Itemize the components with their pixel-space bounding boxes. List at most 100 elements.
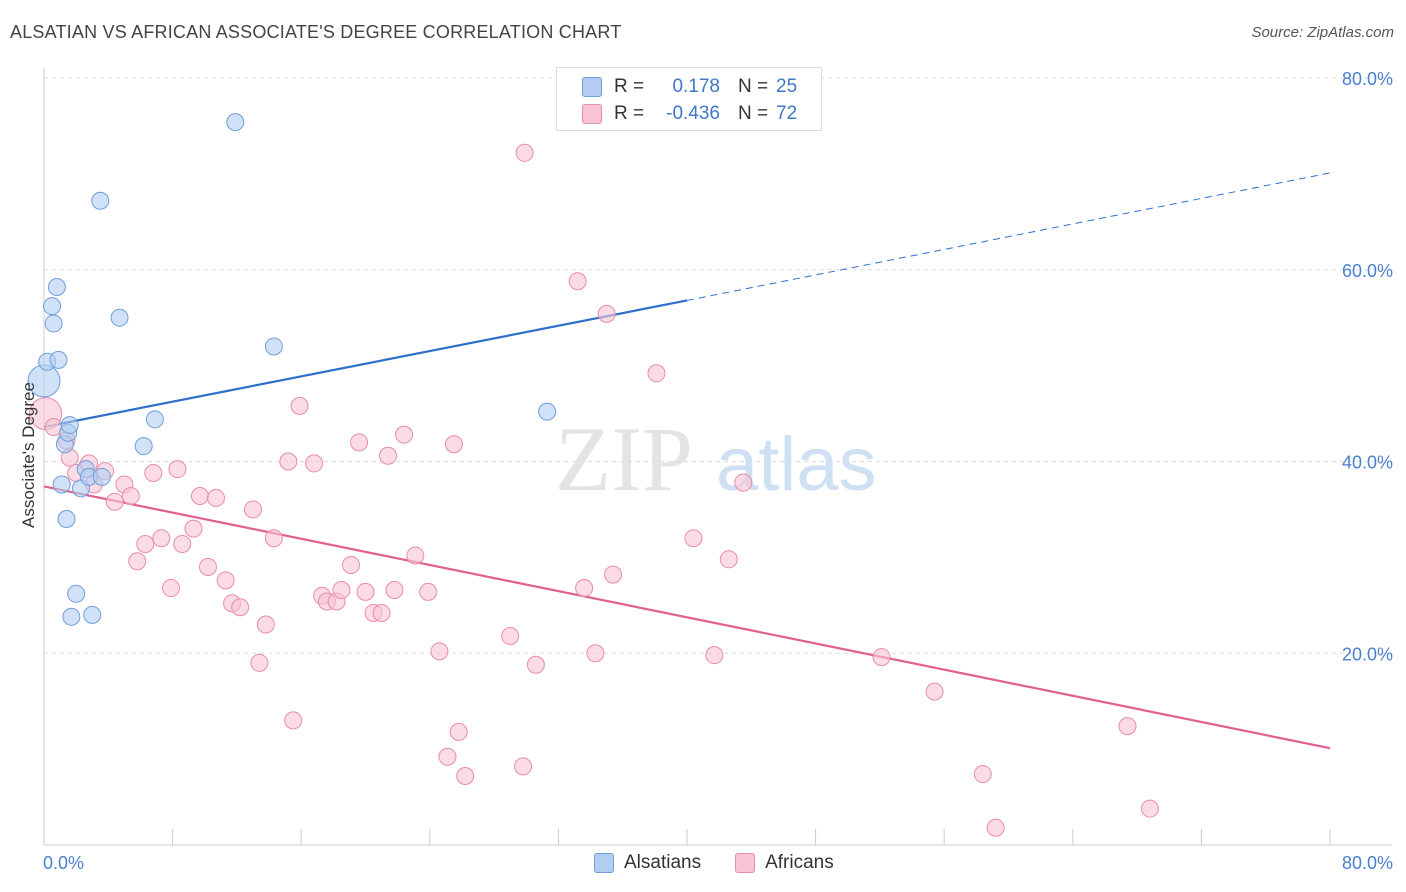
y-tick-label: 40.0% bbox=[1342, 453, 1393, 473]
y-axis-label: Associate's Degree bbox=[19, 382, 38, 528]
africans-point bbox=[526, 655, 545, 674]
africans-point bbox=[379, 446, 398, 465]
alsatians-point bbox=[91, 191, 110, 210]
africans-point bbox=[168, 460, 187, 479]
africans-point bbox=[604, 565, 623, 584]
africans-point bbox=[406, 546, 425, 565]
africans-point bbox=[190, 487, 209, 506]
alsatians-trend-extension bbox=[686, 172, 1331, 301]
africans-point bbox=[350, 433, 369, 452]
africans-point bbox=[719, 550, 738, 569]
africans-swatch bbox=[582, 104, 602, 124]
africans-point bbox=[734, 473, 753, 492]
legend-label-africans: Africans bbox=[765, 852, 834, 873]
legend-item-alsatians[interactable]: Alsatians bbox=[594, 852, 701, 874]
y-tick-label: 20.0% bbox=[1342, 644, 1393, 664]
africans-point bbox=[184, 519, 203, 538]
r-label: R = bbox=[614, 103, 645, 124]
alsatians-point bbox=[134, 437, 153, 456]
africans-point bbox=[305, 454, 324, 473]
correlation-legend: R = 0.178 N = 25 R = -0.436 N = 72 bbox=[556, 67, 822, 131]
r-label: R = bbox=[614, 76, 645, 97]
africans-point bbox=[1140, 799, 1159, 818]
africans-point bbox=[198, 557, 217, 576]
africans-point bbox=[986, 818, 1005, 837]
africans-point bbox=[449, 722, 468, 741]
alsatians-point bbox=[145, 410, 164, 429]
chart-title: ALSATIAN VS AFRICAN ASSOCIATE'S DEGREE C… bbox=[10, 22, 622, 42]
africans-point bbox=[705, 646, 724, 665]
africans-point bbox=[216, 571, 235, 590]
africans-point bbox=[430, 642, 449, 661]
alsatians-point bbox=[83, 605, 102, 624]
alsatians-point bbox=[264, 337, 283, 356]
africans-point bbox=[419, 582, 438, 601]
africans-point bbox=[872, 648, 891, 667]
africans-point bbox=[279, 452, 298, 471]
africans-point bbox=[264, 529, 283, 548]
alsatians-swatch bbox=[582, 77, 602, 97]
africans-point bbox=[356, 582, 375, 601]
africans-point bbox=[290, 396, 309, 415]
africans-point bbox=[514, 757, 533, 776]
africans-point bbox=[973, 765, 992, 784]
alsatians-point bbox=[92, 467, 111, 486]
n-value: 25 bbox=[776, 76, 798, 97]
watermark-atlas: atlas bbox=[716, 422, 877, 507]
alsatians-point bbox=[57, 510, 76, 529]
africans-point bbox=[925, 682, 944, 701]
africans-point bbox=[105, 492, 124, 511]
africans-point bbox=[243, 500, 262, 519]
r-value: 0.178 bbox=[672, 76, 720, 97]
source-credit: Source: ZipAtlas.com bbox=[1251, 24, 1394, 41]
africans-point bbox=[575, 579, 594, 598]
alsatians-point bbox=[67, 584, 86, 603]
africans-point bbox=[231, 598, 250, 617]
alsatians-point bbox=[110, 308, 129, 327]
alsatians-swatch bbox=[594, 853, 614, 873]
africans-point bbox=[173, 534, 192, 553]
africans-point bbox=[597, 304, 616, 323]
axes bbox=[43, 68, 1392, 846]
africans-point bbox=[128, 552, 147, 571]
africans-trend-line bbox=[43, 485, 1331, 750]
alsatians-point bbox=[52, 475, 71, 494]
africans-point bbox=[161, 579, 180, 598]
africans-swatch bbox=[735, 853, 756, 873]
africans-point bbox=[250, 653, 269, 672]
alsatians-point bbox=[60, 416, 79, 435]
alsatians-point bbox=[538, 402, 557, 421]
africans-point bbox=[647, 364, 666, 383]
africans-point bbox=[444, 435, 463, 454]
africans-point bbox=[342, 556, 361, 575]
africans-point bbox=[207, 488, 226, 507]
africans-point bbox=[136, 534, 155, 553]
alsatians-point bbox=[49, 350, 68, 369]
watermark-zip: ZIP bbox=[555, 408, 693, 510]
africans-point bbox=[372, 603, 391, 622]
africans-point bbox=[568, 272, 587, 291]
africans-point bbox=[515, 143, 534, 162]
legend-item-africans[interactable]: Africans bbox=[735, 852, 834, 874]
africans-point bbox=[121, 487, 140, 506]
alsatians-trend-line bbox=[43, 299, 688, 429]
africans-point bbox=[332, 580, 351, 599]
legend-label-alsatians: Alsatians bbox=[624, 852, 702, 873]
r-value: -0.436 bbox=[666, 103, 720, 124]
africans-point bbox=[284, 711, 303, 730]
legend-row-alsatians: R = 0.178 N = 25 bbox=[582, 74, 797, 100]
series-legend: Alsatians Africans bbox=[594, 852, 868, 874]
alsatians-point bbox=[226, 113, 245, 132]
n-label: N = bbox=[738, 103, 769, 124]
africans-point bbox=[456, 766, 475, 785]
africans-point bbox=[438, 747, 457, 766]
tick-labels: 20.0% 40.0% 60.0% 80.0% 0.0% 80.0% bbox=[43, 69, 1393, 873]
africans-point bbox=[385, 580, 404, 599]
y-tick-label: 80.0% bbox=[1342, 69, 1393, 89]
legend-row-africans: R = -0.436 N = 72 bbox=[582, 101, 797, 127]
n-value: 72 bbox=[776, 103, 798, 124]
y-tick-label: 60.0% bbox=[1342, 261, 1393, 281]
africans-point bbox=[586, 644, 605, 663]
watermark: ZIP atlas bbox=[555, 408, 877, 510]
